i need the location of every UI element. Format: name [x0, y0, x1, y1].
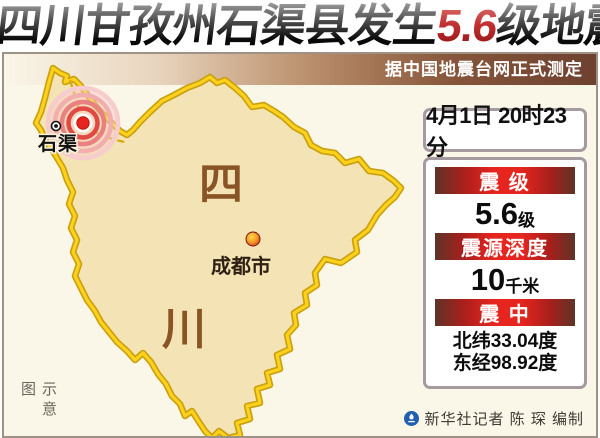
xinhua-logo-icon [404, 411, 420, 426]
province-outline-shadow [36, 68, 401, 436]
source-bar: 据中国地震台网正式测定 [4, 54, 596, 85]
magnitude-banner: 震 级 [435, 167, 575, 194]
sichuan-map: 石渠 四 川 成都市 [4, 54, 449, 436]
credit-text: 新华社记者 陈 琛 编制 [424, 411, 584, 428]
magnitude-number: 5.6 [474, 195, 519, 231]
latitude-line: 北纬33.04度 [452, 330, 558, 352]
quake-facts-box: 震 级 5.6 级 震源深度 10 千米 震 中 北纬33.04度 东经98.9… [423, 157, 587, 389]
depth-banner: 震源深度 [435, 233, 575, 261]
depth-unit: 千米 [505, 276, 540, 296]
magnitude-value: 5.6 级 [435, 194, 575, 233]
capital-city-dot [245, 231, 261, 247]
headline: 四川甘孜州石渠县发生5.6级地震 [0, 0, 600, 52]
county-boundary-dashed [68, 79, 126, 144]
headline-magnitude: 5.6 [433, 0, 500, 51]
province-char-si: 四 [199, 160, 243, 209]
headline-prefix: 四川甘孜州石渠县发生 [0, 0, 440, 51]
town-marker-icon [50, 120, 62, 132]
credit-line: 新华社记者 陈 琛 编制 [404, 408, 584, 429]
longitude-line: 东经98.92度 [452, 352, 558, 374]
province-char-chuan: 川 [162, 305, 206, 354]
content-frame: 据中国地震台网正式测定 [2, 52, 598, 438]
headline-suffix: 级地震 [494, 0, 600, 51]
epicenter-banner: 震 中 [435, 299, 575, 327]
province-outline [34, 66, 403, 436]
depth-value: 10 千米 [435, 260, 575, 299]
epicenter-icon [45, 85, 121, 161]
depth-number: 10 [470, 261, 506, 297]
epicenter-town-label: 石渠 [37, 132, 78, 155]
magnitude-unit: 级 [518, 210, 536, 230]
capital-city-label: 成都市 [211, 254, 271, 278]
datetime-box: 4月1日 20时23分 [423, 103, 587, 160]
epicenter-coordinates: 北纬33.04度 东经98.92度 [435, 326, 575, 379]
schematic-note: 示意图 [19, 381, 57, 421]
